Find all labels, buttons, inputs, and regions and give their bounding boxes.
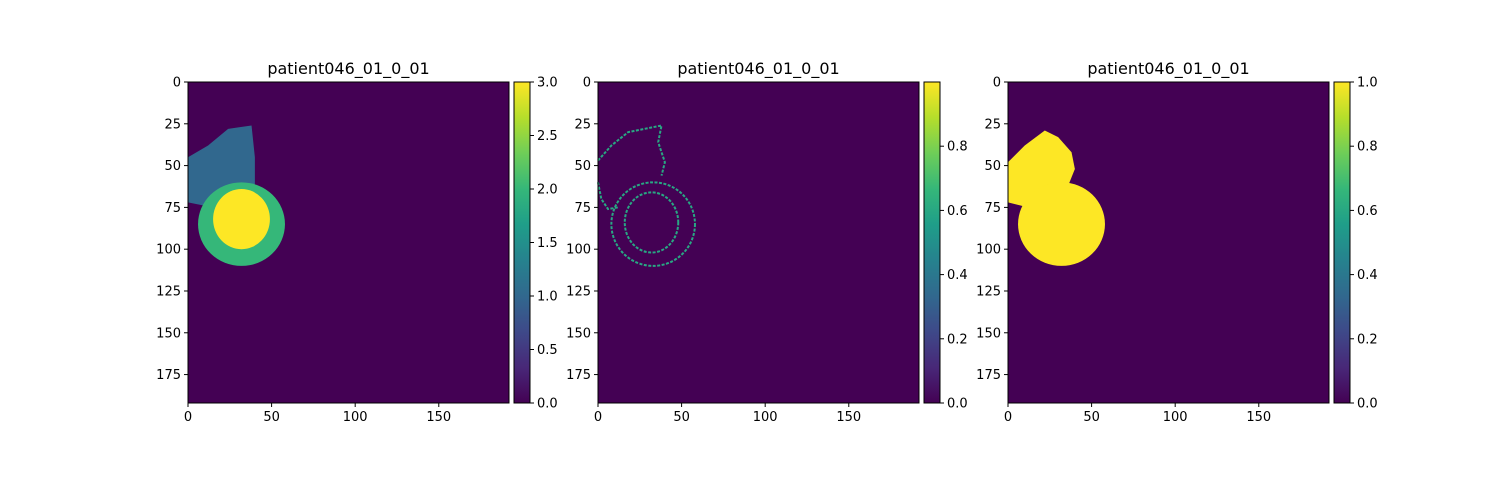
colorbar-tick-label: 0.0 — [537, 397, 558, 412]
colorbar-tick-label: 0.5 — [537, 343, 558, 358]
y-tick-label: 150 — [156, 326, 181, 341]
boundary-contour — [597, 182, 619, 211]
colorbar-tick-label: 0.2 — [947, 332, 968, 347]
x-tick-label: 100 — [753, 410, 778, 425]
axes-frame — [597, 81, 920, 404]
y-tick-label: 150 — [566, 326, 591, 341]
panel-2: patient046_01_0_01 0 50 100 150 0 25 50 75 100 125… — [566, 59, 968, 425]
x-tick-label: 0 — [1004, 410, 1012, 425]
x-tick-label: 0 — [594, 410, 602, 425]
colorbar-tick-label: 1.0 — [537, 290, 558, 305]
colorbar-tick-label: 1.5 — [537, 236, 558, 251]
colorbar-tick-label: 0.4 — [1357, 268, 1378, 283]
boundary-contour — [597, 124, 666, 176]
chart-title: patient046_01_0_01 — [677, 59, 839, 79]
chart-title: patient046_01_0_01 — [267, 59, 429, 79]
colorbar-tick-label: 0.6 — [1357, 204, 1378, 219]
y-tick-label: 25 — [574, 117, 591, 132]
y-tick-label: 175 — [156, 368, 181, 383]
colorbar-tick-label: 3.0 — [537, 76, 558, 91]
x-tick-label: 150 — [836, 410, 861, 425]
y-tick-label: 75 — [164, 201, 181, 216]
x-tick-label: 100 — [1163, 410, 1188, 425]
axes-frame — [1007, 81, 1330, 404]
y-tick-label: 50 — [574, 159, 591, 174]
y-tick-label: 175 — [566, 368, 591, 383]
x-tick-label: 50 — [673, 410, 690, 425]
colorbar-tick-label: 2.0 — [537, 183, 558, 198]
y-tick-label: 0 — [583, 76, 591, 91]
y-tick-label: 0 — [993, 76, 1001, 91]
image-background — [598, 82, 919, 403]
y-tick-label: 75 — [984, 201, 1001, 216]
colorbar — [923, 81, 941, 404]
y-tick-label: 100 — [566, 243, 591, 258]
y-tick-label: 50 — [984, 159, 1001, 174]
colorbar — [1333, 81, 1351, 404]
colorbar-tick-label: 0.6 — [947, 204, 968, 219]
colorbar-tick-label: 0.0 — [947, 397, 968, 412]
colorbar-tick-label: 0.0 — [1357, 397, 1378, 412]
y-tick-label: 50 — [164, 159, 181, 174]
x-tick-label: 0 — [184, 410, 192, 425]
x-tick-label: 150 — [426, 410, 451, 425]
boundary-contour — [610, 181, 696, 267]
colorbar-tick-label: 0.4 — [947, 268, 968, 283]
colorbar-tick-label: 1.0 — [1357, 76, 1378, 91]
segmentation-region — [213, 189, 270, 250]
segmentation-region — [1018, 182, 1105, 266]
x-tick-label: 100 — [343, 410, 368, 425]
boundary-contour — [623, 191, 680, 254]
x-tick-label: 50 — [1083, 410, 1100, 425]
chart-title: patient046_01_0_01 — [1087, 59, 1249, 79]
panel-3: patient046_01_0_01 0 50 100 150 0 25 50 75 100 125… — [976, 59, 1378, 425]
y-tick-label: 25 — [164, 117, 181, 132]
y-tick-label: 125 — [566, 284, 591, 299]
y-tick-label: 100 — [976, 243, 1001, 258]
y-tick-label: 125 — [156, 284, 181, 299]
colorbar-tick-label: 0.8 — [947, 140, 968, 155]
y-tick-label: 75 — [574, 201, 591, 216]
y-tick-label: 25 — [984, 117, 1001, 132]
colorbar-tick-label: 2.5 — [537, 129, 558, 144]
axes-frame — [187, 81, 510, 404]
y-tick-label: 175 — [976, 368, 1001, 383]
x-tick-label: 150 — [1246, 410, 1271, 425]
colorbar-tick-label: 0.8 — [1357, 140, 1378, 155]
x-tick-label: 50 — [263, 410, 280, 425]
colorbar — [513, 81, 531, 404]
y-tick-label: 150 — [976, 326, 1001, 341]
panel-1: patient046_01_0_01 0 50 100 150 0 25 50 75 100 125… — [156, 59, 558, 425]
y-tick-label: 125 — [976, 284, 1001, 299]
y-tick-label: 100 — [156, 243, 181, 258]
colorbar-tick-label: 0.2 — [1357, 332, 1378, 347]
y-tick-label: 0 — [173, 76, 181, 91]
